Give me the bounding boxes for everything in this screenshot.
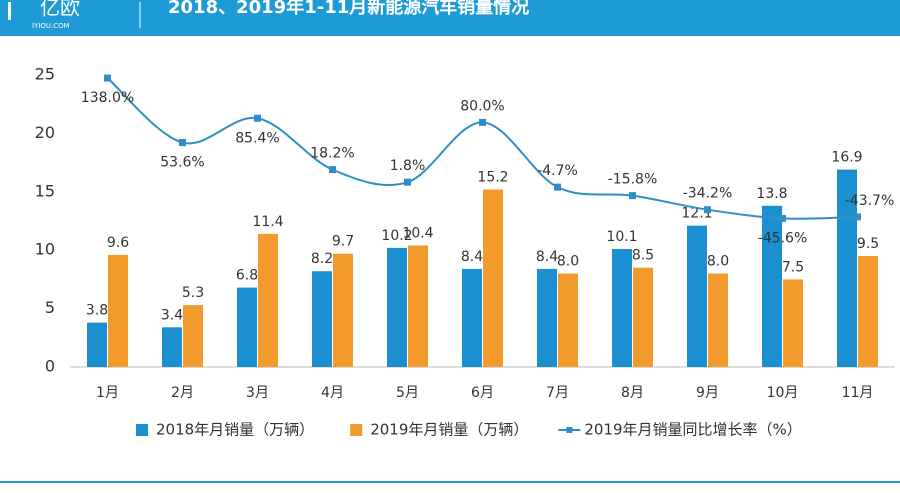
bar xyxy=(762,205,782,367)
line-marker xyxy=(629,192,636,200)
bar-label: 3.8 xyxy=(86,303,108,319)
x-tick-label: 6月 xyxy=(471,385,494,401)
bar xyxy=(333,253,353,367)
x-tick-label: 3月 xyxy=(246,385,269,401)
line-label: -45.6% xyxy=(758,230,808,246)
legend-swatch xyxy=(350,424,363,436)
bar xyxy=(237,287,257,367)
line-label: 85.4% xyxy=(235,130,279,146)
bar-label: 8.0 xyxy=(707,254,729,270)
x-tick-label: 7月 xyxy=(546,385,569,401)
line-label: -4.7% xyxy=(537,163,578,179)
logo-mark xyxy=(8,2,11,20)
bar-label: 16.9 xyxy=(831,150,862,166)
line-marker xyxy=(179,139,186,147)
legend-label: 2019年月销量（万辆） xyxy=(370,421,528,439)
x-tick-label: 9月 xyxy=(696,385,719,401)
line-marker xyxy=(554,183,561,191)
line-marker xyxy=(254,114,261,122)
y-tick-label: 5 xyxy=(45,298,55,317)
line-label: 80.0% xyxy=(460,98,504,114)
bar-label: 13.8 xyxy=(756,186,787,202)
header-banner xyxy=(0,0,900,36)
bar xyxy=(108,254,128,367)
y-tick-label: 0 xyxy=(45,357,55,376)
bar xyxy=(258,233,278,367)
legend-swatch xyxy=(136,424,148,436)
x-tick-label: 8月 xyxy=(621,385,644,401)
line-label: 138.0% xyxy=(81,90,134,106)
bar-label: 5.3 xyxy=(182,285,204,301)
bar-label: 15.2 xyxy=(477,169,508,185)
chart-title: 2018、2019年1-11月新能源汽车销量情况 xyxy=(168,0,529,18)
bar xyxy=(612,249,632,367)
line-marker xyxy=(479,118,486,126)
legend-swatch xyxy=(566,427,573,433)
bar xyxy=(87,322,107,367)
bar xyxy=(633,267,653,367)
bar xyxy=(387,247,407,367)
bar xyxy=(708,273,728,367)
line-label: 53.6% xyxy=(160,155,204,171)
bar xyxy=(162,327,182,367)
line xyxy=(106,77,858,220)
bar xyxy=(687,225,707,367)
bar xyxy=(837,169,857,367)
bar-label: 3.4 xyxy=(161,307,183,323)
line-marker xyxy=(779,214,786,222)
line-marker xyxy=(404,178,411,186)
bar xyxy=(183,305,203,367)
bar-label: 7.5 xyxy=(782,259,804,275)
line-label: -34.2% xyxy=(683,186,733,202)
bar-label: 11.4 xyxy=(252,214,283,230)
y-tick-label: 25 xyxy=(35,65,55,84)
line-label: -15.8% xyxy=(608,172,658,188)
bar-label: 9.7 xyxy=(332,234,354,250)
y-tick-label: 15 xyxy=(35,181,55,200)
bar-label: 6.8 xyxy=(236,268,258,284)
bar-label: 10.4 xyxy=(402,226,433,242)
bar-label: 10.2 xyxy=(381,228,412,244)
bar xyxy=(558,273,578,367)
bar-label: 8.4 xyxy=(536,249,558,265)
x-tick-label: 1月 xyxy=(96,385,119,401)
line-marker xyxy=(104,74,111,82)
legend-label: 2019年月销量同比增长率（%） xyxy=(584,421,801,439)
bar xyxy=(783,279,803,367)
line-label: 1.8% xyxy=(390,158,426,174)
bar xyxy=(312,271,332,367)
y-tick-label: 20 xyxy=(35,123,55,142)
bar xyxy=(462,268,482,367)
x-tick-label: 4月 xyxy=(321,385,344,401)
x-tick-label: 11月 xyxy=(842,385,874,401)
bar xyxy=(537,268,557,367)
bar-label: 8.2 xyxy=(311,251,333,267)
bar-label: 8.0 xyxy=(557,254,579,270)
x-tick-label: 5月 xyxy=(396,385,419,401)
line-marker xyxy=(329,166,336,174)
bar xyxy=(483,189,503,367)
line-label: 18.2% xyxy=(310,146,354,162)
bar xyxy=(408,245,428,367)
x-tick-label: 2月 xyxy=(171,385,194,401)
bar-label: 9.5 xyxy=(857,236,879,252)
y-tick-label: 10 xyxy=(35,240,55,259)
logo: 亿欧 xyxy=(40,0,80,20)
line-marker xyxy=(854,213,861,221)
bar-label: 8.5 xyxy=(632,248,654,264)
bar-label: 10.1 xyxy=(606,229,637,245)
logo-sub: IYIOU.COM xyxy=(32,22,70,30)
legend-label: 2018年月销量（万辆） xyxy=(156,421,314,439)
bar xyxy=(858,256,878,367)
x-tick-label: 10月 xyxy=(767,385,799,401)
line-label: -43.7% xyxy=(845,193,895,209)
line-marker xyxy=(704,206,711,214)
bar-label: 9.6 xyxy=(107,235,129,251)
bar-label: 8.4 xyxy=(461,249,483,265)
